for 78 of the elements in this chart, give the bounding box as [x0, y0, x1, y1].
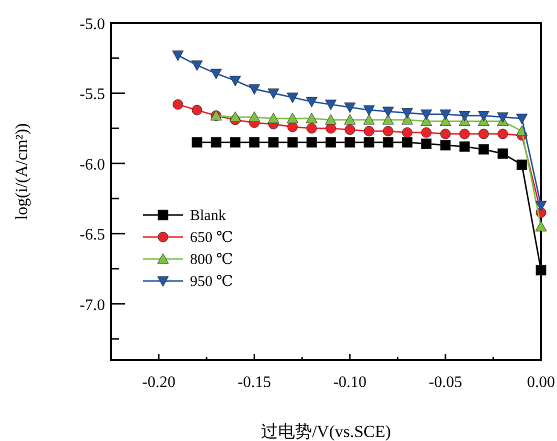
point [210, 68, 222, 80]
point [248, 84, 260, 95]
point [268, 112, 280, 124]
point [535, 200, 547, 212]
point [401, 108, 413, 119]
point [306, 123, 317, 134]
point [516, 114, 528, 124]
point [440, 110, 452, 120]
y-tick-label: -5.5 [80, 86, 105, 104]
y-tick-label: -6.0 [80, 156, 105, 174]
point [192, 104, 202, 116]
point [210, 137, 222, 148]
point [230, 137, 240, 148]
point [363, 114, 375, 125]
point [287, 137, 298, 148]
point [326, 123, 336, 134]
point [516, 160, 528, 170]
point [172, 50, 184, 62]
point [364, 137, 374, 148]
point [268, 88, 280, 99]
point [344, 124, 356, 135]
point [286, 92, 298, 104]
point [344, 114, 356, 125]
y-tick-label: -6.5 [80, 226, 105, 244]
point [363, 105, 375, 116]
legend-label: 650 ℃ [190, 230, 234, 246]
point [382, 106, 394, 118]
point [458, 110, 470, 122]
point [402, 137, 412, 148]
y-tick-label: -7.0 [80, 296, 105, 314]
point [440, 140, 451, 150]
point [325, 114, 337, 125]
legend-label: Blank [190, 208, 226, 224]
x-tick-label: 0.00 [527, 374, 555, 391]
legend-label: 800 ℃ [190, 252, 234, 268]
point [535, 220, 547, 232]
point [191, 60, 203, 71]
point [459, 128, 470, 140]
point [249, 137, 260, 148]
point [229, 111, 241, 122]
x-tick-label: -0.15 [238, 374, 271, 391]
legend-label: 950 ℃ [190, 274, 234, 290]
y-axis-title: log(i/(A/cm²)) [12, 123, 31, 220]
x-tick-label: -0.05 [428, 374, 462, 391]
point [306, 96, 318, 108]
point [325, 100, 337, 110]
point [478, 144, 489, 155]
point [478, 128, 489, 140]
point [459, 141, 470, 152]
point [478, 110, 490, 122]
x-axis-title: 过电势/V(vs.SCE) [261, 422, 391, 441]
point [421, 127, 432, 138]
point [536, 264, 546, 276]
point [172, 99, 184, 110]
y-tick-label: -5.0 [80, 16, 105, 33]
x-tick-label: -0.20 [142, 374, 176, 391]
point [306, 112, 318, 124]
point [344, 102, 356, 113]
point [420, 110, 432, 120]
point [440, 128, 451, 140]
point [382, 126, 394, 136]
point [382, 114, 394, 125]
point [306, 137, 317, 148]
point [421, 138, 432, 150]
point [498, 148, 508, 159]
point [382, 137, 394, 148]
x-tick-label: -0.10 [333, 374, 367, 391]
point [497, 112, 509, 123]
point [326, 137, 336, 148]
point [286, 112, 298, 124]
point [344, 137, 356, 148]
point [364, 126, 374, 136]
point [268, 137, 279, 148]
point [498, 128, 508, 140]
point [192, 137, 202, 148]
point [402, 127, 412, 138]
point [229, 76, 241, 86]
point [248, 111, 260, 122]
